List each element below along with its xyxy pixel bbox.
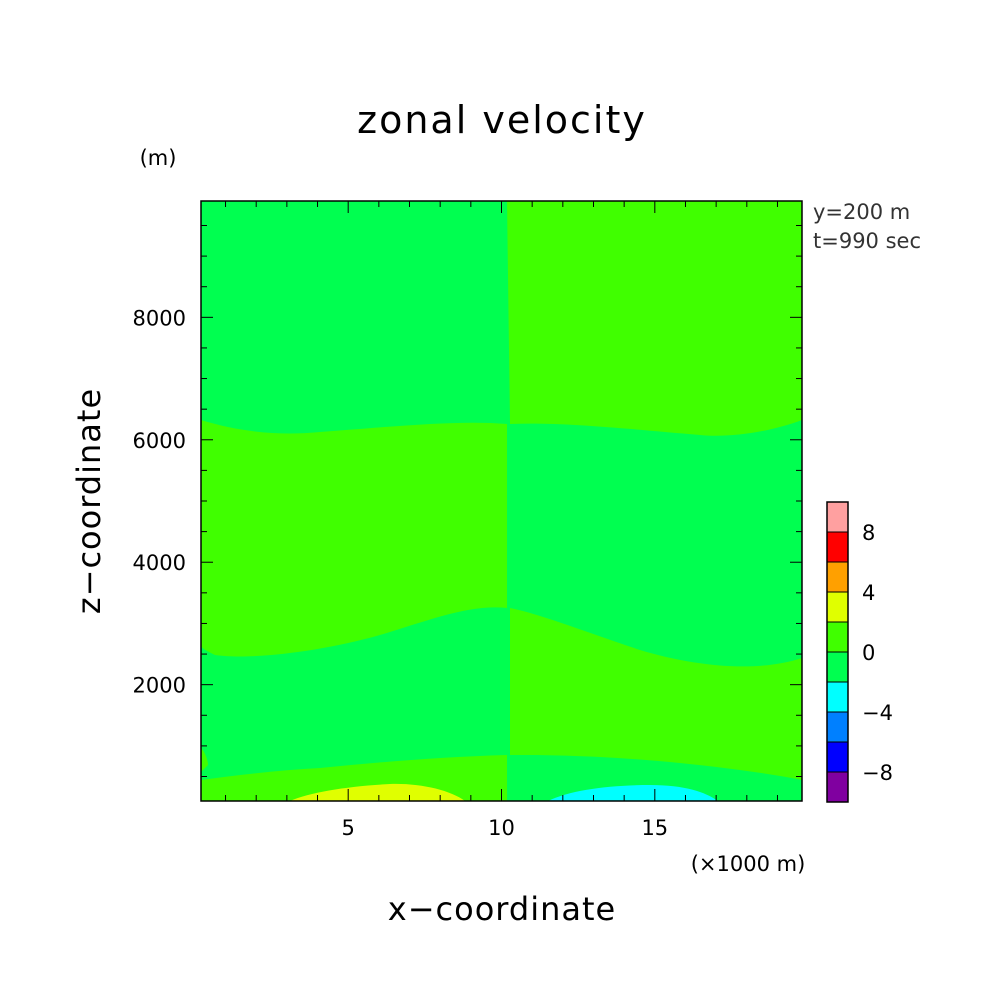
colorbar-swatch (827, 502, 848, 532)
colorbar (826, 501, 849, 803)
x-tick-labels: 5 10 15 (341, 816, 668, 840)
axis-ticks (201, 201, 802, 801)
colorbar-tick-label: −8 (862, 761, 893, 785)
region-surface-positive (290, 783, 465, 801)
colorbar-labels: 8 4 0 −4 −8 (862, 521, 893, 785)
region-surface-negative (548, 785, 718, 801)
colorbar-frame (826, 501, 849, 803)
annotation-t: t=990 sec (813, 229, 921, 253)
x-axis-unit: (×1000 m) (691, 852, 806, 876)
colorbar-swatch (827, 652, 848, 682)
y-tick-label: 2000 (133, 674, 186, 698)
colorbar-swatch (827, 742, 848, 772)
y-tick-label: 8000 (133, 306, 186, 330)
x-tick-label: 15 (641, 816, 668, 840)
y-axis-unit: (m) (140, 146, 177, 170)
colorbar-tick-label: 0 (862, 641, 875, 665)
y-tick-label: 4000 (133, 551, 186, 575)
colorbar-swatch (827, 532, 848, 562)
colorbar-swatch (827, 622, 848, 652)
region-middle-left (201, 420, 507, 657)
x-axis-label: x−coordinate (388, 890, 616, 928)
x-tick-label: 10 (488, 816, 515, 840)
y-tick-label: 6000 (133, 429, 186, 453)
colorbar-swatch (827, 772, 848, 802)
annotation-y: y=200 m (813, 200, 910, 224)
y-tick-labels: 2000 4000 6000 8000 (133, 306, 186, 697)
colorbar-tick-label: −4 (862, 701, 893, 725)
chart-title: zonal velocity (357, 98, 647, 142)
region-lower-right (510, 608, 802, 780)
colorbar-swatch (827, 682, 848, 712)
region-upper-right (507, 201, 802, 436)
colorbar-tick-label: 8 (862, 521, 875, 545)
colorbar-swatch (827, 562, 848, 592)
colorbar-swatch (827, 712, 848, 742)
colorbar-tick-label: 4 (862, 581, 875, 605)
plot-area (200, 200, 803, 802)
y-axis-label: z−coordinate (70, 388, 108, 614)
colorbar-swatch (827, 592, 848, 622)
x-tick-label: 5 (341, 816, 354, 840)
